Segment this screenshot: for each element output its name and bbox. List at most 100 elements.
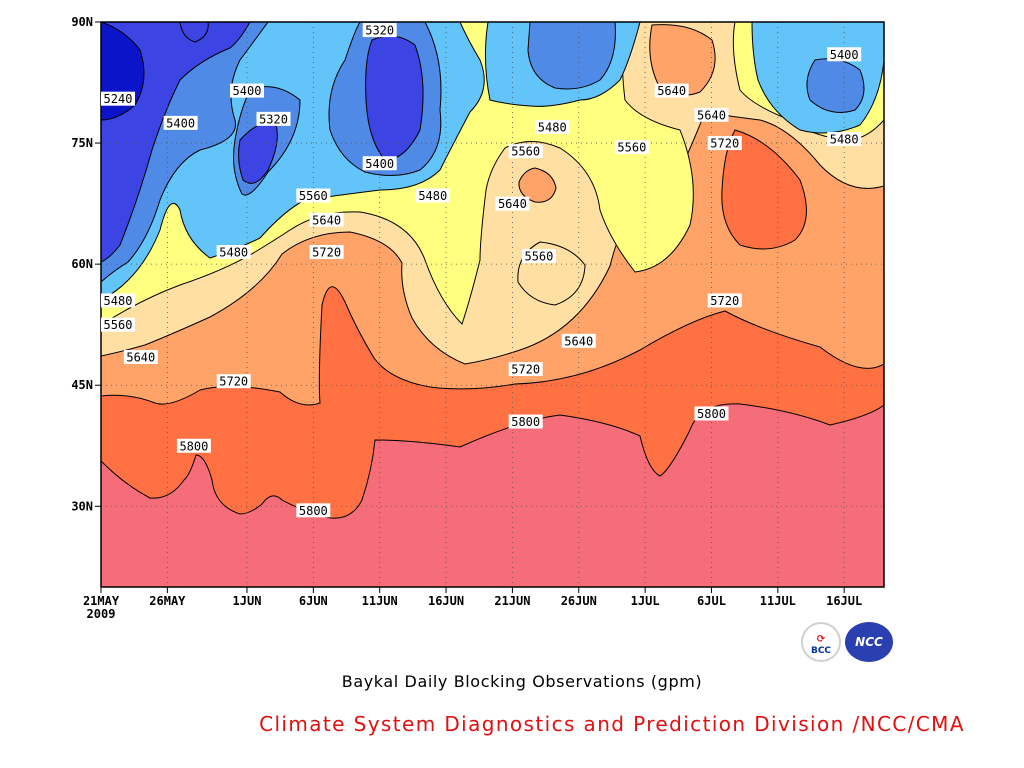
contour-label-text: 5480 [104,294,133,308]
contour-label-text: 5400 [233,84,262,98]
contour-label: 5800 [176,438,211,453]
contour-label-box [101,91,135,106]
contour-label-text: 5720 [511,363,540,377]
contour-label-box [256,111,291,126]
contour-label-text: 5480 [830,133,859,147]
contour-label: 5480 [216,245,251,260]
contour-label: 5480 [827,132,862,147]
contour-label-text: 5720 [710,137,739,151]
contour-label-text: 5400 [166,116,195,130]
lobe-5720-north [721,129,807,250]
ncc-logo-text: NCC [855,635,883,649]
contour-label: 5800 [296,503,331,518]
x-tick-label: 16JUN [428,594,464,608]
contour-label: 5240 [101,91,135,106]
organization-credit: Climate System Diagnostics and Predictio… [259,712,965,736]
contour-label-text: 5400 [365,157,394,171]
lobe-5640-mid [518,167,557,203]
contour-fields [101,22,884,519]
contour-label-box [707,293,742,308]
contour-label-text: 5640 [498,197,527,211]
contour-label-box [123,349,158,364]
x-tick-label: 11JUN [362,594,398,608]
contour-label: 5720 [707,293,742,308]
x-year-label: 2009 [87,607,116,621]
contour-label-box [654,83,689,98]
contour-label-text: 5800 [179,439,208,453]
contour-label-text: 5640 [564,334,593,348]
contour-label-text: 5480 [219,246,248,260]
y-tick-label: 45N [71,378,93,392]
contour-label-text: 5800 [299,504,328,518]
contour-label: 5640 [694,107,729,122]
contour-label-box [163,115,198,130]
x-tick-label: 21JUN [494,594,530,608]
y-tick-label: 30N [71,499,93,513]
contour-label: 5720 [309,245,344,260]
x-tick-label: 26JUN [561,594,597,608]
bcc-logo-text: BCC [810,646,832,656]
contour-label-text: 5640 [126,350,155,364]
contour-label-text: 5400 [830,48,859,62]
contour-label-text: 5800 [511,415,540,429]
contour-label: 5560 [296,188,331,203]
contour-label: 5640 [495,196,530,211]
contour-label-box [827,132,862,147]
y-tick-label: 60N [71,257,93,271]
contour-label-text: 5640 [697,108,726,122]
band-5240-5320 [101,22,424,263]
x-tick-label: 21MAY [83,594,120,608]
contour-label: 5560 [101,317,135,332]
contour-label: 5480 [535,119,570,134]
y-axis: 30N 45N 60N 75N 90N [71,15,101,513]
y-tick-label: 90N [71,15,93,29]
contour-label-text: 5720 [312,246,341,260]
x-tick-label: 26MAY [149,594,186,608]
contour-label-text: 5560 [511,145,540,159]
contour-label: 5320 [362,23,397,38]
contour-label-box [694,107,729,122]
contour-label-box [508,144,543,159]
contour-label-box [508,362,543,377]
contour-label-box [101,293,135,308]
contour-label-box [495,196,530,211]
contour-label-box [216,374,251,389]
contour-label-box [309,245,344,260]
y-tick-label: 75N [71,136,93,150]
contour-label-box [415,188,450,203]
contour-label: 5560 [614,140,649,155]
contour-label-text: 5800 [697,407,726,421]
contour-label-text: 5480 [538,120,567,134]
contour-label-box [309,212,344,227]
x-axis: 21MAY 26MAY 1JUN 6JUN 11JUN 16JUN 21JUN 26JUN 1J… [83,587,862,621]
x-tick-label: 6JUL [697,594,726,608]
x-tick-label: 16JUL [826,594,862,608]
contour-label-text: 5240 [104,92,133,106]
contour-label-box [694,406,729,421]
x-tick-label: 1JUN [233,594,262,608]
contour-label-box [827,47,862,62]
contour-label-text: 5640 [657,84,686,98]
contour-label: 5480 [101,293,135,308]
contour-label-text: 5640 [312,213,341,227]
contour-label: 5800 [694,406,729,421]
contour-label: 5640 [309,212,344,227]
contour-label-box [614,140,649,155]
contour-label: 5720 [508,362,543,377]
contour-label: 5640 [654,83,689,98]
bcc-logo: ⟳ BCC [801,622,841,662]
contour-label-text: 5480 [418,189,447,203]
contour-label-box [229,83,264,98]
x-tick-label: 6JUN [299,594,328,608]
contour-label: 5400 [163,115,198,130]
contour-label-box [296,188,331,203]
contour-label-box [535,119,570,134]
contour-label: 5720 [216,374,251,389]
contour-chart: 5240 5320 5400 5400 5320 5400 5480 5560 5640 5480… [71,15,885,621]
contour-label-box [508,414,543,429]
contour-label-box [176,438,211,453]
contour-label-text: 5560 [104,318,133,332]
contour-labels: 5240 5320 5400 5400 5320 5400 5480 5560 5640 5480… [101,23,862,518]
contour-label: 5320 [256,111,291,126]
x-tick-label: 11JUL [760,594,796,608]
